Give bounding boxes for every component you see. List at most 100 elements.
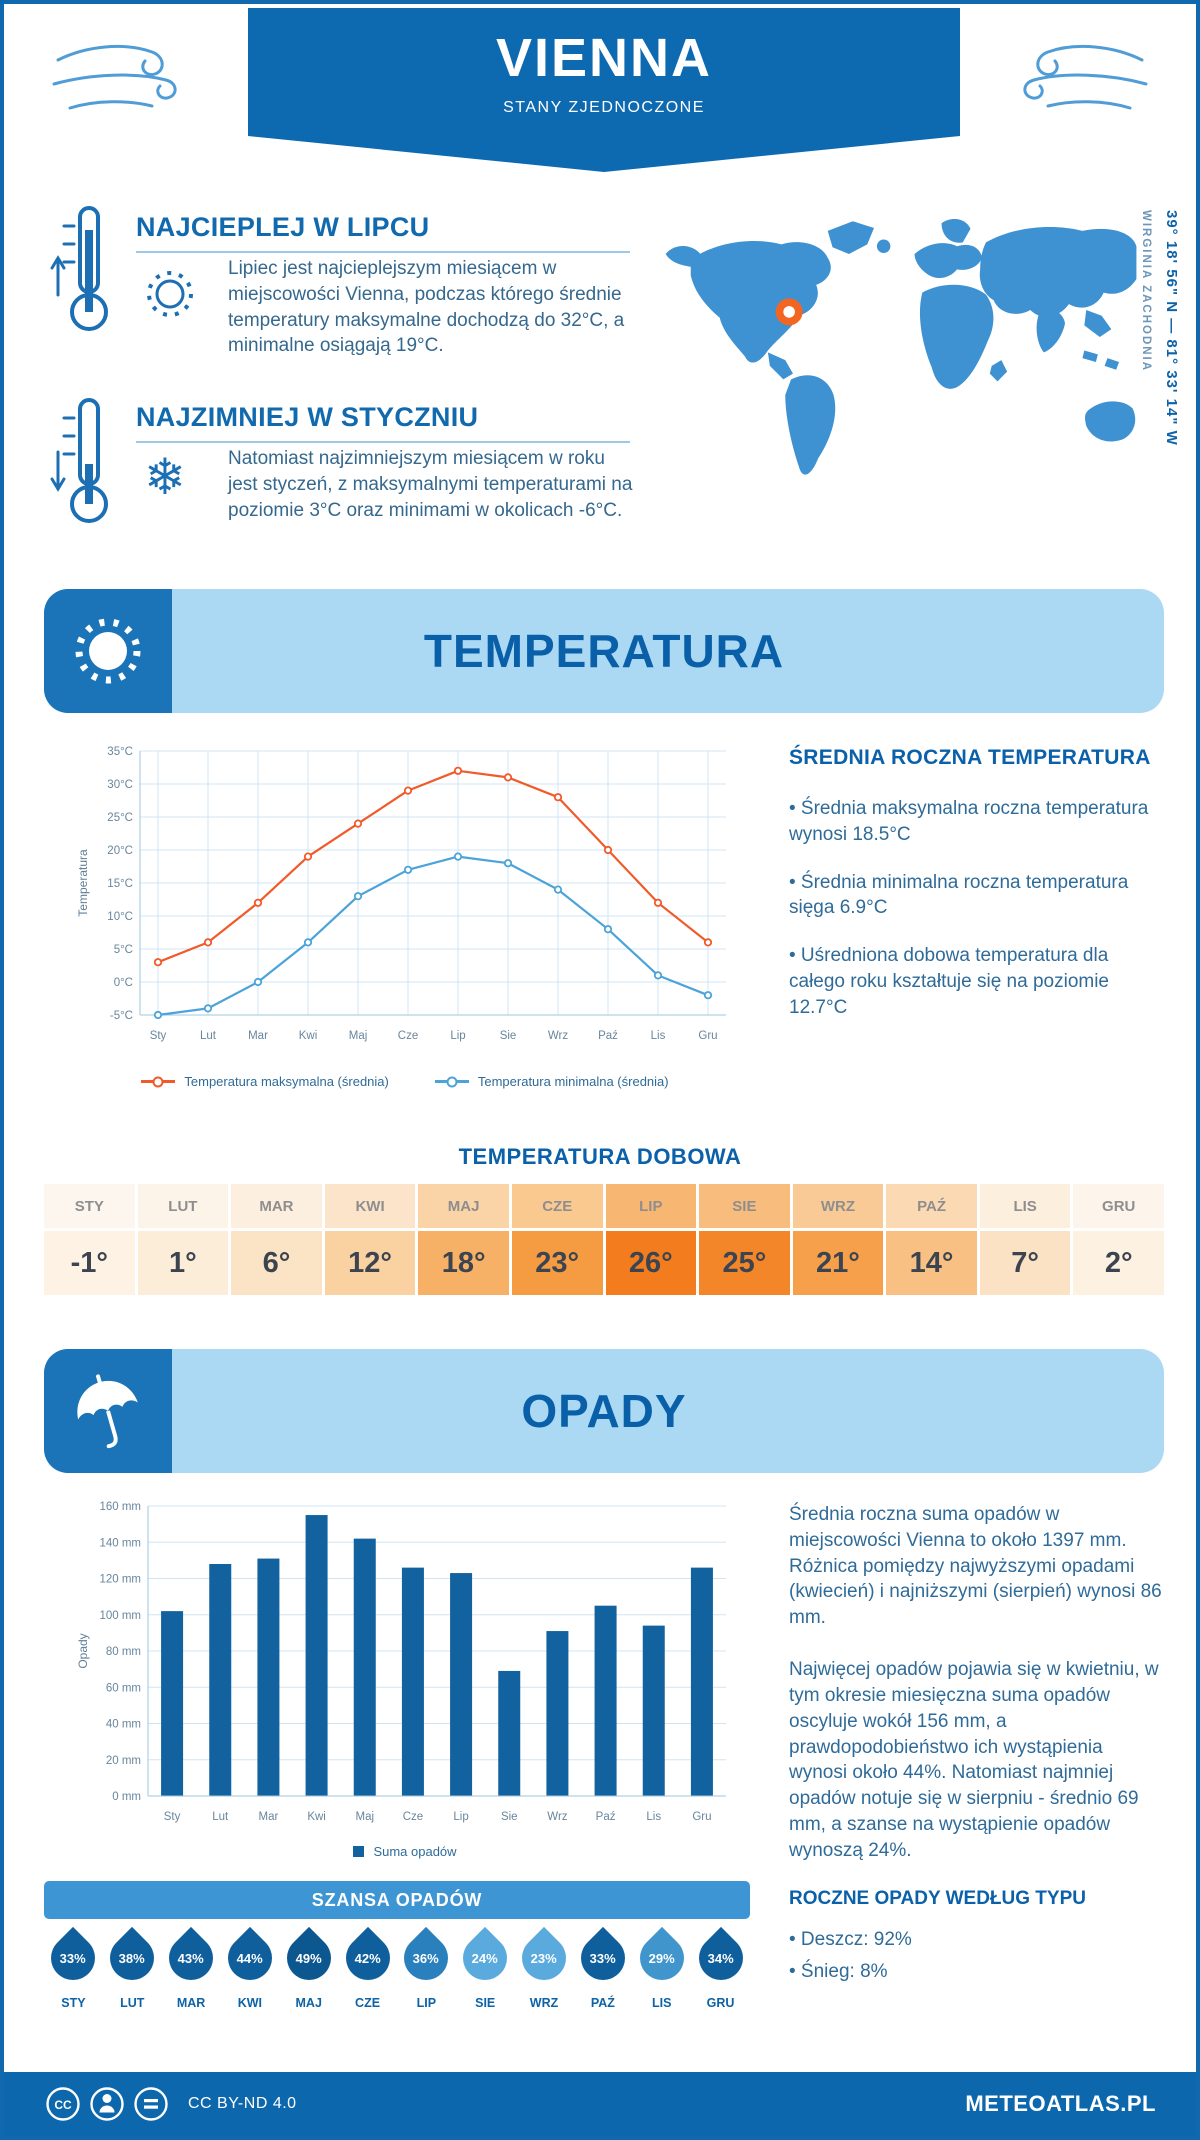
temperature-chart-legend: Temperatura maksymalna (średnia) Temperat… — [70, 1074, 740, 1089]
sun-badge-icon — [44, 589, 172, 713]
daily-month-label: PAŹ — [886, 1184, 977, 1228]
daily-month-label: GRU — [1073, 1184, 1164, 1228]
daily-temp-column: CZE 23° — [511, 1184, 603, 1295]
chance-month-label: CZE — [355, 1996, 381, 2010]
svg-text:0°C: 0°C — [114, 977, 133, 989]
daily-temperature-table: STY -1° LUT 1° MAR 6° KWI 12° MAJ 18° CZE 23° LIP 26°… — [44, 1184, 1164, 1295]
chance-droplet-column: 49% MAJ — [277, 1926, 340, 2010]
daily-temp-value: 14° — [886, 1231, 977, 1295]
summary-bullet: • Średnia minimalna roczna temperatura s… — [789, 871, 1129, 919]
svg-text:Sty: Sty — [150, 1030, 167, 1042]
droplet-icon: 24% — [454, 1926, 517, 1990]
svg-text:Lis: Lis — [646, 1811, 661, 1823]
daily-temp-column: WRZ 21° — [792, 1184, 884, 1295]
svg-text:Gru: Gru — [692, 1811, 711, 1823]
summary-bullet: • Średnia maksymalna roczna temperatura … — [789, 798, 1149, 845]
svg-text:Opady: Opady — [76, 1633, 90, 1668]
precipitation-paragraph: Średnia roczna suma opadów w miejscowośc… — [789, 1504, 1162, 1629]
daily-temp-value: 1° — [137, 1231, 229, 1295]
precipitation-paragraph: Najwięcej opadów pojawia się w kwietniu,… — [789, 1659, 1159, 1861]
legend-line-marker — [434, 1076, 469, 1087]
svg-text:Cze: Cze — [403, 1811, 423, 1823]
chance-droplets-row: 33% STY 38% LUT 43% MAR 44% KWI 49% MAJ 42% CZE 36% L… — [42, 1926, 752, 2010]
chance-droplet-column: 34% GRU — [689, 1926, 752, 2010]
warmest-heading: NAJCIEPLEJ W LIPCU — [136, 212, 630, 253]
legend-square-marker — [353, 1846, 365, 1857]
svg-text:Maj: Maj — [355, 1811, 374, 1823]
droplet-icon: 23% — [512, 1926, 576, 1990]
droplet-icon: 44% — [218, 1926, 282, 1990]
chance-value: 23% — [531, 1950, 558, 1966]
svg-text:0 mm: 0 mm — [112, 1791, 141, 1803]
droplet-icon: 42% — [336, 1926, 399, 1990]
chance-value: 34% — [707, 1950, 734, 1966]
type-bullet: • Śnieg: 8% — [789, 1961, 888, 1983]
daily-temp-value: 18° — [418, 1231, 509, 1295]
daily-temp-column: LIP 26° — [605, 1184, 697, 1295]
chance-month-label: LIS — [651, 1996, 672, 2010]
coldest-heading: NAJZIMNIEJ W STYCZNIU — [136, 402, 630, 443]
daily-month-label: LUT — [137, 1184, 229, 1228]
warmest-text: Lipiec jest najcieplejszym miesiącem w m… — [228, 258, 625, 357]
svg-text:Temperatura: Temperatura — [76, 849, 90, 917]
chance-month-label: MAJ — [295, 1996, 322, 2010]
svg-text:Lip: Lip — [450, 1030, 465, 1042]
droplet-icon: 33% — [42, 1926, 105, 1990]
snowflake-icon: ❄ — [144, 449, 186, 505]
chance-value: 44% — [236, 1950, 263, 1966]
temperature-summary: ŚREDNIA ROCZNA TEMPERATURA • Średnia mak… — [789, 746, 1163, 1043]
droplet-icon: 49% — [277, 1926, 340, 1990]
daily-temp-value: 26° — [605, 1231, 697, 1295]
svg-text:Gru: Gru — [698, 1030, 717, 1042]
chance-droplet-column: 44% KWI — [218, 1926, 282, 2010]
chance-month-label: LUT — [120, 1996, 145, 2010]
droplet-icon: 34% — [689, 1926, 752, 1990]
legend-item: Temperatura maksymalna (średnia) — [141, 1074, 389, 1089]
droplet-icon: 43% — [159, 1926, 223, 1990]
coordinates-label: 39° 18' 56" N — 81° 33' 14" W — [1163, 210, 1180, 446]
svg-text:25°C: 25°C — [107, 812, 133, 824]
svg-text:120 mm: 120 mm — [99, 1574, 141, 1586]
daily-temp-value: 23° — [511, 1231, 603, 1295]
daily-temp-value: 7° — [979, 1231, 1071, 1295]
svg-text:Paź: Paź — [598, 1030, 618, 1042]
svg-text:30°C: 30°C — [107, 779, 133, 791]
svg-text:Maj: Maj — [349, 1030, 368, 1042]
chance-month-label: GRU — [706, 1996, 735, 2010]
legend-line-marker — [141, 1076, 176, 1087]
chance-droplet-column: 29% LIS — [630, 1926, 693, 2010]
wind-icon — [50, 26, 190, 136]
legend-label: Temperatura maksymalna (średnia) — [184, 1074, 389, 1089]
daily-temp-column: GRU 2° — [1073, 1184, 1164, 1295]
legend-item: Suma opadów — [353, 1844, 457, 1859]
world-map — [656, 202, 1148, 524]
chance-value: 29% — [648, 1950, 675, 1966]
chance-heading: SZANSA OPADÓW — [44, 1881, 750, 1919]
temperature-banner-title: TEMPERATURA — [423, 625, 785, 677]
chance-month-label: SIE — [475, 1996, 496, 2010]
legend-label: Temperatura minimalna (średnia) — [477, 1074, 669, 1089]
daily-temp-value: 12° — [324, 1231, 416, 1295]
svg-text:Mar: Mar — [248, 1030, 268, 1042]
svg-text:Sty: Sty — [164, 1811, 181, 1823]
daily-month-label: STY — [44, 1184, 135, 1228]
chance-value: 36% — [413, 1950, 440, 1966]
daily-temp-column: LIS 7° — [979, 1184, 1071, 1295]
page-subtitle: STANY ZJEDNOCZONE — [503, 99, 705, 116]
svg-text:140 mm: 140 mm — [99, 1537, 141, 1549]
precipitation-chart: 0 mm 20 mm 40 mm 60 mm 80 mm 100 mm 120 mm 140 … — [70, 1496, 740, 1836]
chance-value: 33% — [589, 1950, 616, 1966]
page-title: VIENNA — [495, 28, 713, 88]
svg-text:Lip: Lip — [453, 1811, 468, 1823]
svg-text:Mar: Mar — [259, 1811, 279, 1823]
droplet-icon: 38% — [101, 1926, 164, 1990]
svg-text:Kwi: Kwi — [299, 1030, 318, 1042]
svg-text:40 mm: 40 mm — [106, 1719, 141, 1731]
svg-text:Wrz: Wrz — [548, 1030, 568, 1042]
chance-droplet-column: 33% PAŹ — [571, 1926, 634, 2010]
daily-temp-column: MAR 6° — [231, 1184, 322, 1295]
chance-value: 42% — [354, 1950, 381, 1966]
sun-icon — [138, 262, 202, 331]
chance-value: 43% — [178, 1950, 205, 1966]
daily-month-label: LIP — [605, 1184, 697, 1228]
